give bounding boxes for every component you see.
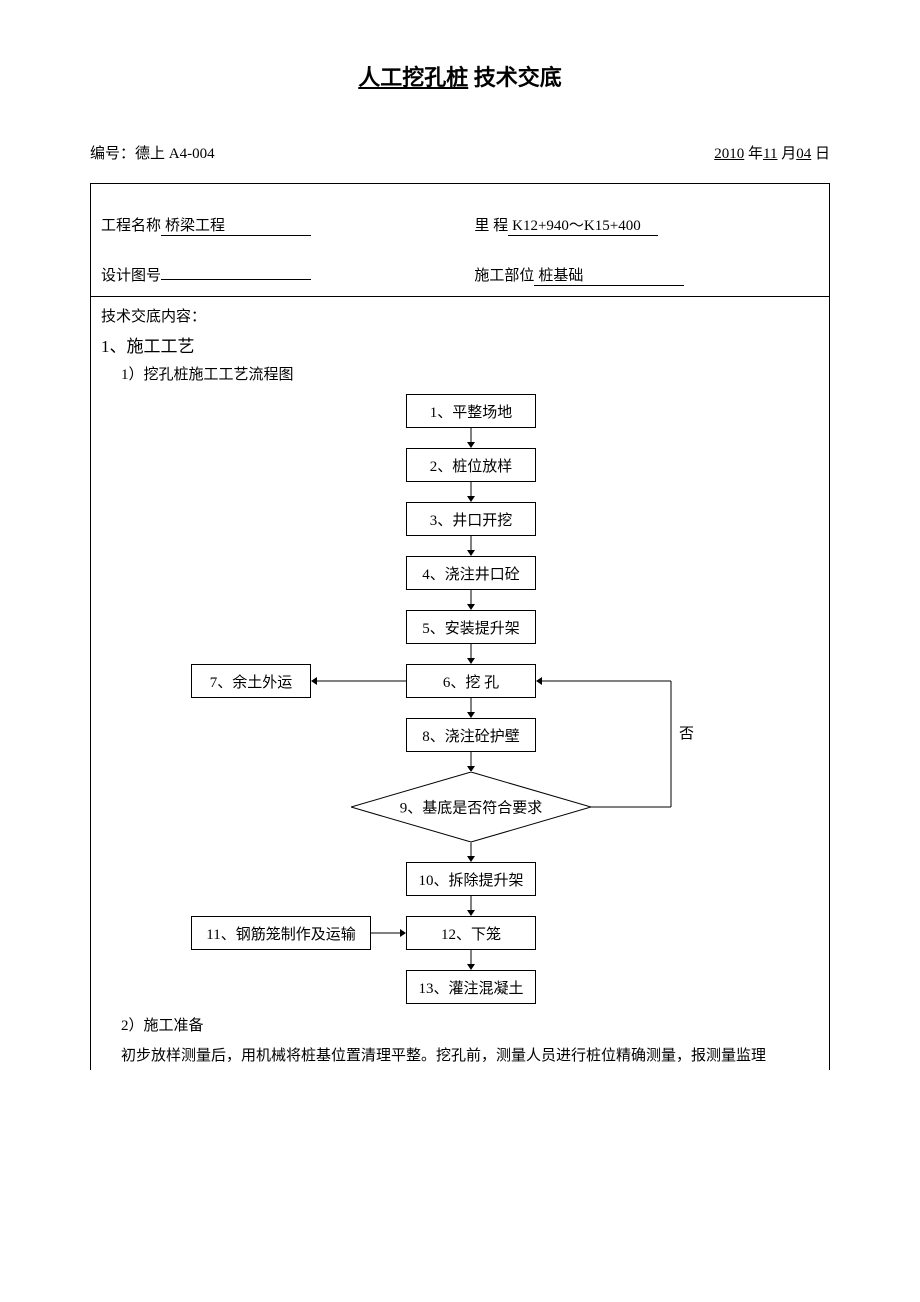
part-value: 桩基础 [534,264,684,286]
info-block: 工程名称 桥梁工程 里 程 K12+940～K15+400 设计图号 施工部位 … [91,184,829,297]
drawing-field: 设计图号 [101,264,474,286]
mileage-field: 里 程 K12+940～K15+400 [474,214,819,236]
flow-node-n3: 3、井口开挖 [406,502,536,536]
flow-line [670,681,672,807]
title-rest: 技术交底 [468,65,562,90]
flow-arrow [466,842,476,862]
flow-node-n13: 13、灌注混凝土 [406,970,536,1004]
title-underlined: 人工挖孔桩 [358,65,468,90]
meta-row: 编号：德上 A4-004 2010 年11 月04 日 [90,142,830,163]
project-name-value: 桥梁工程 [161,214,311,236]
sub-2-heading: 2）施工准备 [121,1014,819,1035]
flowchart: 1、平整场地 2、桩位放样 3、井口开挖 4、浇注井口砼 5、安装提升架 6、挖 孔 8、浇… [101,394,819,1014]
page-title: 人工挖孔桩 技术交底 [90,60,830,92]
doc-number: 编号：德上 A4-004 [90,142,215,163]
flow-label-no: 否 [679,722,694,743]
flow-arrow [371,928,406,938]
flow-arrow [466,644,476,664]
flow-node-n4: 4、浇注井口砼 [406,556,536,590]
flow-arrow [466,590,476,610]
flow-node-n1: 1、平整场地 [406,394,536,428]
flow-arrow [466,896,476,916]
sub-1-heading: 1）挖孔桩施工工艺流程图 [121,363,819,384]
flow-node-n6: 6、挖 孔 [406,664,536,698]
flow-node-n9: 9、基底是否符合要求 [351,772,591,842]
mileage-value: K12+940～K15+400 [508,214,658,236]
part-field: 施工部位 桩基础 [474,264,819,286]
date-day: 04 [796,146,811,162]
doc-date: 2010 年11 月04 日 [714,142,830,163]
flow-node-n12: 12、下笼 [406,916,536,950]
flow-node-n11: 11、钢筋笼制作及运输 [191,916,371,950]
drawing-value [161,279,311,280]
flow-line [591,806,671,808]
flow-arrow [466,950,476,970]
flow-arrow [466,428,476,448]
project-name-field: 工程名称 桥梁工程 [101,214,474,236]
flow-node-n8: 8、浇注砼护壁 [406,718,536,752]
flow-node-n5: 5、安装提升架 [406,610,536,644]
date-month: 11 [763,146,777,162]
flow-arrow [536,676,671,686]
section-1-heading: 1、施工工艺 [101,332,819,357]
flow-node-n7: 7、余土外运 [191,664,311,698]
flow-arrow [311,676,406,686]
flow-arrow [466,482,476,502]
date-year: 2010 [714,146,744,162]
content-frame: 工程名称 桥梁工程 里 程 K12+940～K15+400 设计图号 施工部位 … [90,183,830,1070]
flow-arrow [466,698,476,718]
flow-node-n10: 10、拆除提升架 [406,862,536,896]
content-label: 技术交底内容： [101,305,819,326]
flow-arrow [466,536,476,556]
footer-paragraph: 初步放样测量后，用机械将桩基位置清理平整。挖孔前，测量人员进行桩位精确测量，报测… [121,1043,819,1070]
flow-node-n2: 2、桩位放样 [406,448,536,482]
content-block: 技术交底内容： 1、施工工艺 1）挖孔桩施工工艺流程图 1、平整场地 2、桩位放样… [91,297,829,1070]
flow-arrow [466,752,476,772]
